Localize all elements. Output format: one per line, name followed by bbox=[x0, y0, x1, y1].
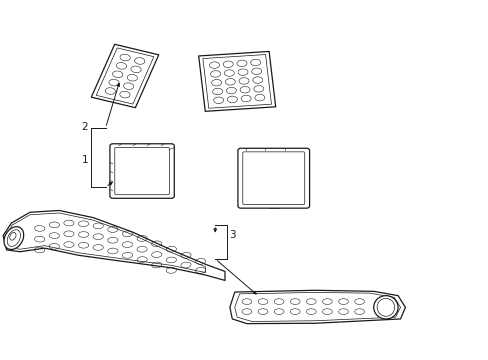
Ellipse shape bbox=[373, 296, 397, 319]
Text: 1: 1 bbox=[81, 155, 88, 165]
Polygon shape bbox=[229, 290, 405, 324]
Polygon shape bbox=[3, 211, 224, 280]
Ellipse shape bbox=[4, 227, 23, 249]
FancyBboxPatch shape bbox=[238, 148, 309, 208]
FancyBboxPatch shape bbox=[110, 144, 174, 198]
Text: 3: 3 bbox=[228, 230, 235, 240]
Text: 2: 2 bbox=[81, 122, 88, 132]
Polygon shape bbox=[198, 51, 275, 111]
Polygon shape bbox=[91, 44, 159, 108]
